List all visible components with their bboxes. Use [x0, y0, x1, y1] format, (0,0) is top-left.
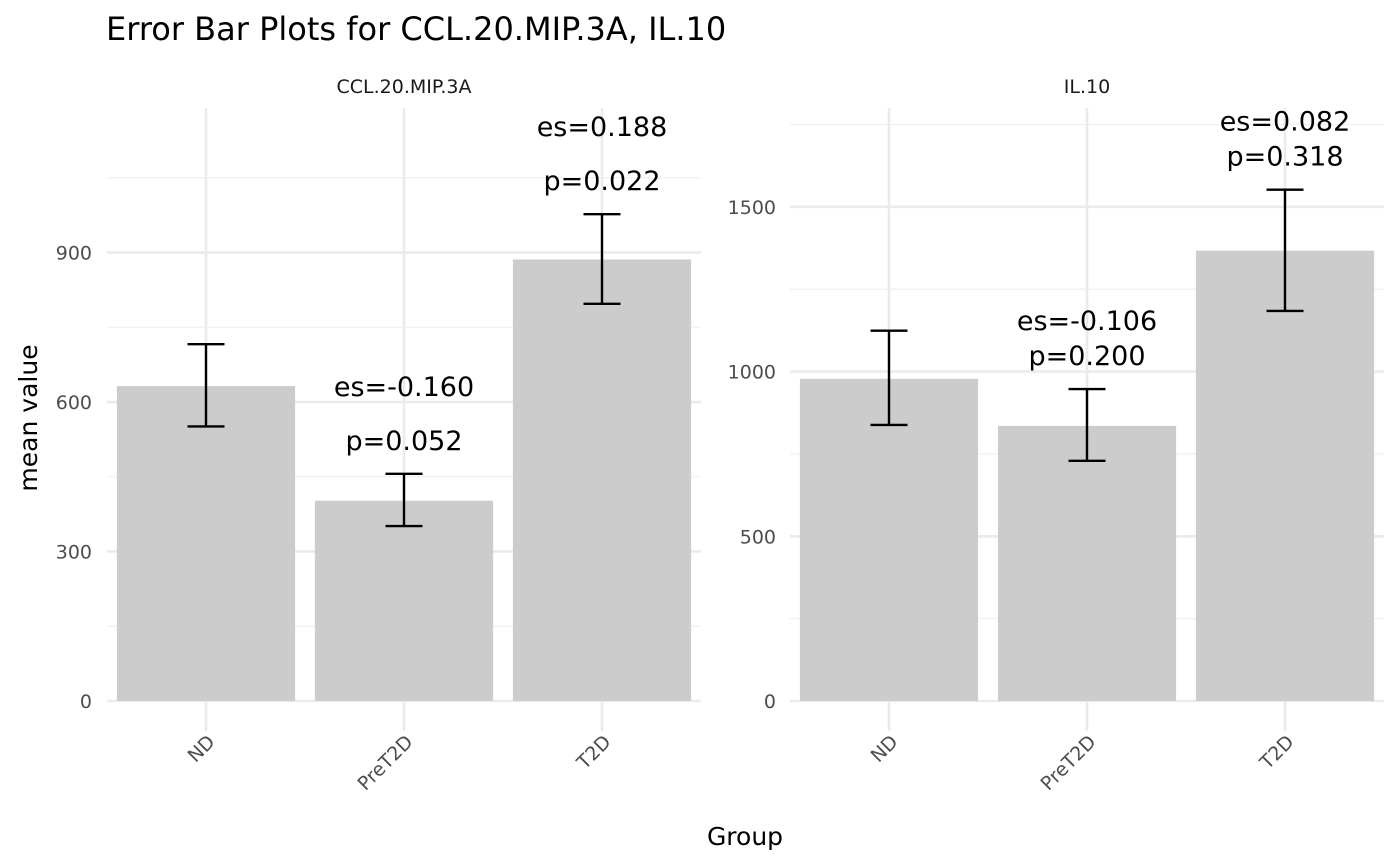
- y-tick-label: 0: [764, 691, 776, 713]
- facet-strip-label: CCL.20.MIP.3A: [337, 76, 472, 98]
- y-tick-label: 500: [740, 526, 776, 548]
- p-value-label: p=0.052: [345, 426, 462, 457]
- p-value-label: p=0.022: [543, 166, 660, 197]
- bar-pret2d: [314, 500, 494, 701]
- facet-strip-label: IL.10: [1064, 76, 1110, 98]
- y-tick-label: 1000: [728, 362, 776, 384]
- effect-size-label: es=0.082: [1220, 107, 1351, 138]
- bar-t2d: [1195, 250, 1375, 701]
- facet-panels: CCL.20.MIP.3A 0 300 600 900 ND es=-0.160 p=0.05…: [56, 76, 1384, 795]
- x-tick-label: ND: [867, 731, 903, 767]
- effect-size-label: es=-0.106: [1017, 306, 1157, 337]
- y-tick-label: 0: [80, 691, 92, 713]
- p-value-label: p=0.318: [1226, 142, 1343, 173]
- bar-nd: [799, 378, 979, 701]
- x-tick-label: ND: [184, 731, 220, 767]
- x-axis-title: Group: [707, 822, 783, 851]
- y-tick-label: 900: [56, 243, 92, 265]
- effect-size-label: es=-0.160: [334, 372, 474, 403]
- effect-size-label: es=0.188: [537, 112, 668, 143]
- x-tick-label: T2D: [572, 731, 615, 774]
- p-value-label: p=0.200: [1028, 341, 1145, 372]
- x-tick-label: T2D: [1255, 731, 1298, 774]
- y-tick-label: 300: [56, 542, 92, 564]
- bar-nd: [116, 386, 296, 701]
- chart-title: Error Bar Plots for CCL.20.MIP.3A, IL.10: [106, 10, 726, 48]
- x-tick-label: PreT2D: [354, 731, 418, 795]
- y-tick-label: 600: [56, 392, 92, 414]
- bar-pret2d: [997, 425, 1177, 701]
- y-axis-title: mean value: [14, 344, 43, 491]
- panel-ccl-20-mip-3a: CCL.20.MIP.3A 0 300 600 900 ND es=-0.160 p=0.05…: [56, 76, 701, 795]
- y-tick-label: 1500: [728, 197, 776, 219]
- x-tick-label: PreT2D: [1037, 731, 1101, 795]
- bar-t2d: [512, 259, 692, 701]
- panel-il-10: IL.10 0 500 1000 1500 ND es=-0.106 p=0.200 PreT2…: [728, 76, 1384, 795]
